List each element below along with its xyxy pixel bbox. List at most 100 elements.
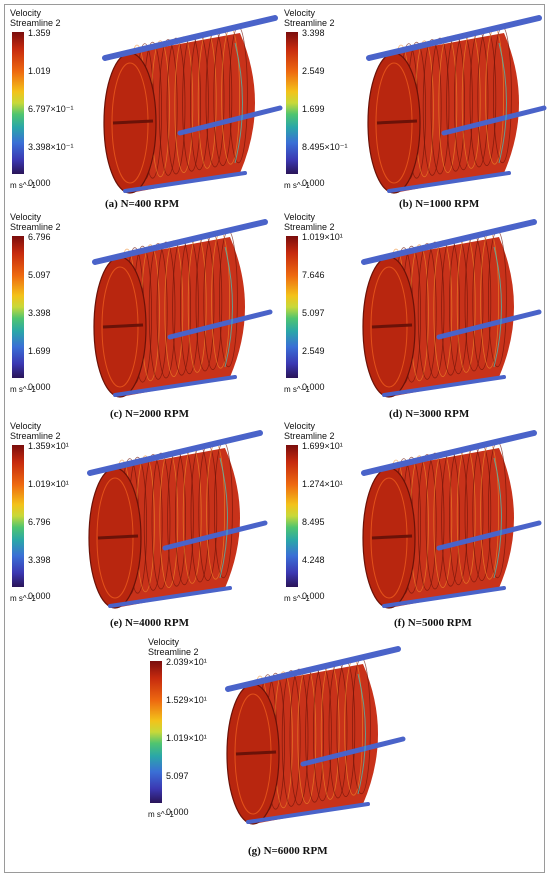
colorbar-tick-label: 8.495×10⁻¹ xyxy=(302,142,348,152)
panel-caption: (g) N=6000 RPM xyxy=(248,845,328,857)
blade-top xyxy=(225,646,401,692)
colorbar-tick-label: 0.000 xyxy=(28,382,51,392)
inner-blade xyxy=(235,750,277,756)
streamline-cylinder xyxy=(366,15,547,194)
colorbar-unit: m s^−1 xyxy=(284,594,310,603)
streamline-cylinder xyxy=(361,430,542,609)
colorbar-tick-label: 2.039×10¹ xyxy=(166,657,207,667)
panel-caption: (d) N=3000 RPM xyxy=(389,408,470,420)
blade-middle xyxy=(167,309,273,340)
colorbar-tick-label: 3.398 xyxy=(28,308,51,318)
panel-e: Velocity Streamline 2 1.359×10¹ 1.019×10¹ 6… xyxy=(10,421,280,631)
blade-bottom xyxy=(387,171,511,193)
blade-middle xyxy=(162,520,268,551)
legend-title: Velocity Streamline 2 xyxy=(284,421,335,441)
colorbar-tick-label: 1.359×10¹ xyxy=(28,441,69,451)
panel-g: Velocity Streamline 2 2.039×10¹ 1.529×10¹ 1… xyxy=(148,637,418,857)
colorbar-tick-label: 1.019×10¹ xyxy=(302,232,343,242)
panel-caption: (b) N=1000 RPM xyxy=(399,198,480,210)
streamline-ring xyxy=(425,452,445,590)
blade-bottom xyxy=(382,375,506,397)
panel-caption: (a) N=400 RPM xyxy=(105,198,180,210)
streamline-ring xyxy=(430,37,450,175)
inner-blade xyxy=(102,323,144,329)
blade-middle xyxy=(436,520,542,551)
inner-blade xyxy=(376,119,418,125)
colorbar-unit: m s^−1 xyxy=(284,385,310,394)
blade-bottom xyxy=(113,375,237,397)
blade-middle xyxy=(300,736,406,767)
panel-f: Velocity Streamline 2 1.699×10¹ 1.274×10¹ 8… xyxy=(284,421,550,631)
colorbar-tick-label: 4.248 xyxy=(302,555,325,565)
colorbar-tick-label: 3.398 xyxy=(28,555,51,565)
colorbar xyxy=(286,445,298,587)
streamline-highlight xyxy=(234,42,243,164)
colorbar xyxy=(12,32,24,174)
colorbar-tick-label: 1.699 xyxy=(28,346,51,356)
colorbar-tick-label: 5.097 xyxy=(28,270,51,280)
colorbar-tick-label: 0.000 xyxy=(28,591,51,601)
streamline-ring xyxy=(281,670,301,807)
colorbar-tick-label: 1.019 xyxy=(28,66,51,76)
streamline-cylinder xyxy=(361,219,542,398)
legend-title: Velocity Streamline 2 xyxy=(284,212,335,232)
colorbar-tick-label: 8.495 xyxy=(302,517,325,527)
legend-title: Velocity Streamline 2 xyxy=(10,212,61,232)
panel-c: Velocity Streamline 2 6.796 5.097 3.398 1.69… xyxy=(10,212,280,422)
legend-title: Velocity Streamline 2 xyxy=(10,421,61,441)
panel-d: Velocity Streamline 2 1.019×10¹ 7.646 5.097… xyxy=(284,212,550,422)
panel-a: Velocity Streamline 2 1.359 1.019 6.797×10⁻… xyxy=(10,8,283,218)
colorbar-tick-label: 3.398 xyxy=(302,28,325,38)
streamline-ring xyxy=(417,243,437,380)
streamline-ring xyxy=(289,668,309,806)
inner-blade xyxy=(371,534,413,540)
streamline-highlight xyxy=(357,673,366,795)
blade-top xyxy=(87,430,263,476)
streamline-highlight xyxy=(219,457,228,579)
legend-title: Velocity Streamline 2 xyxy=(10,8,61,28)
colorbar-unit: m s^−1 xyxy=(10,594,36,603)
streamline-cylinder xyxy=(87,430,268,609)
legend-title: Velocity Streamline 2 xyxy=(284,8,335,28)
colorbar-tick-label: 1.019×10¹ xyxy=(28,479,69,489)
colorbar-tick-label: 1.529×10¹ xyxy=(166,695,207,705)
colorbar-tick-label: 1.359 xyxy=(28,28,51,38)
blade-top xyxy=(361,430,537,476)
colorbar-unit: m s^−1 xyxy=(148,810,174,819)
streamline-cylinder xyxy=(102,15,283,194)
colorbar-tick-label: 0.000 xyxy=(302,382,325,392)
streamline-ring xyxy=(166,37,186,175)
colorbar-tick-label: 5.097 xyxy=(302,308,325,318)
blade-bottom xyxy=(246,802,370,824)
streamline-ring xyxy=(158,39,178,176)
colorbar-tick-label: 5.097 xyxy=(166,771,189,781)
blade-middle xyxy=(436,309,542,340)
colorbar xyxy=(286,236,298,378)
colorbar-tick-label: 0.000 xyxy=(28,178,51,188)
colorbar-tick-label: 1.699×10¹ xyxy=(302,441,343,451)
colorbar-tick-label: 1.019×10¹ xyxy=(166,733,207,743)
streamline-cylinder xyxy=(92,219,273,398)
inner-ring xyxy=(370,477,408,599)
figure-frame xyxy=(4,4,545,873)
inner-ring xyxy=(101,266,139,388)
streamline-highlight xyxy=(224,246,233,368)
streamline-ring xyxy=(148,243,168,380)
colorbar-tick-label: 6.796 xyxy=(28,232,51,242)
colorbar-tick-label: 2.549 xyxy=(302,66,325,76)
panel-caption: (c) N=2000 RPM xyxy=(110,408,189,420)
inner-ring xyxy=(375,62,413,184)
colorbar xyxy=(150,661,162,803)
colorbar xyxy=(12,445,24,587)
colorbar-tick-label: 1.274×10¹ xyxy=(302,479,343,489)
blade-middle xyxy=(177,105,283,136)
streamline-highlight xyxy=(493,457,502,579)
inner-blade xyxy=(97,534,139,540)
colorbar-tick-label: 0.000 xyxy=(302,591,325,601)
colorbar-tick-label: 0.000 xyxy=(302,178,325,188)
streamline-cylinder xyxy=(225,646,406,825)
blade-top xyxy=(361,219,537,265)
colorbar-unit: m s^−1 xyxy=(284,181,310,190)
inner-ring xyxy=(111,62,149,184)
inner-blade xyxy=(371,323,413,329)
